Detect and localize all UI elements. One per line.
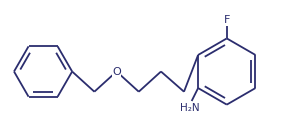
Text: F: F [224, 15, 230, 25]
Text: H₂N: H₂N [180, 103, 199, 113]
Text: O: O [112, 67, 121, 76]
